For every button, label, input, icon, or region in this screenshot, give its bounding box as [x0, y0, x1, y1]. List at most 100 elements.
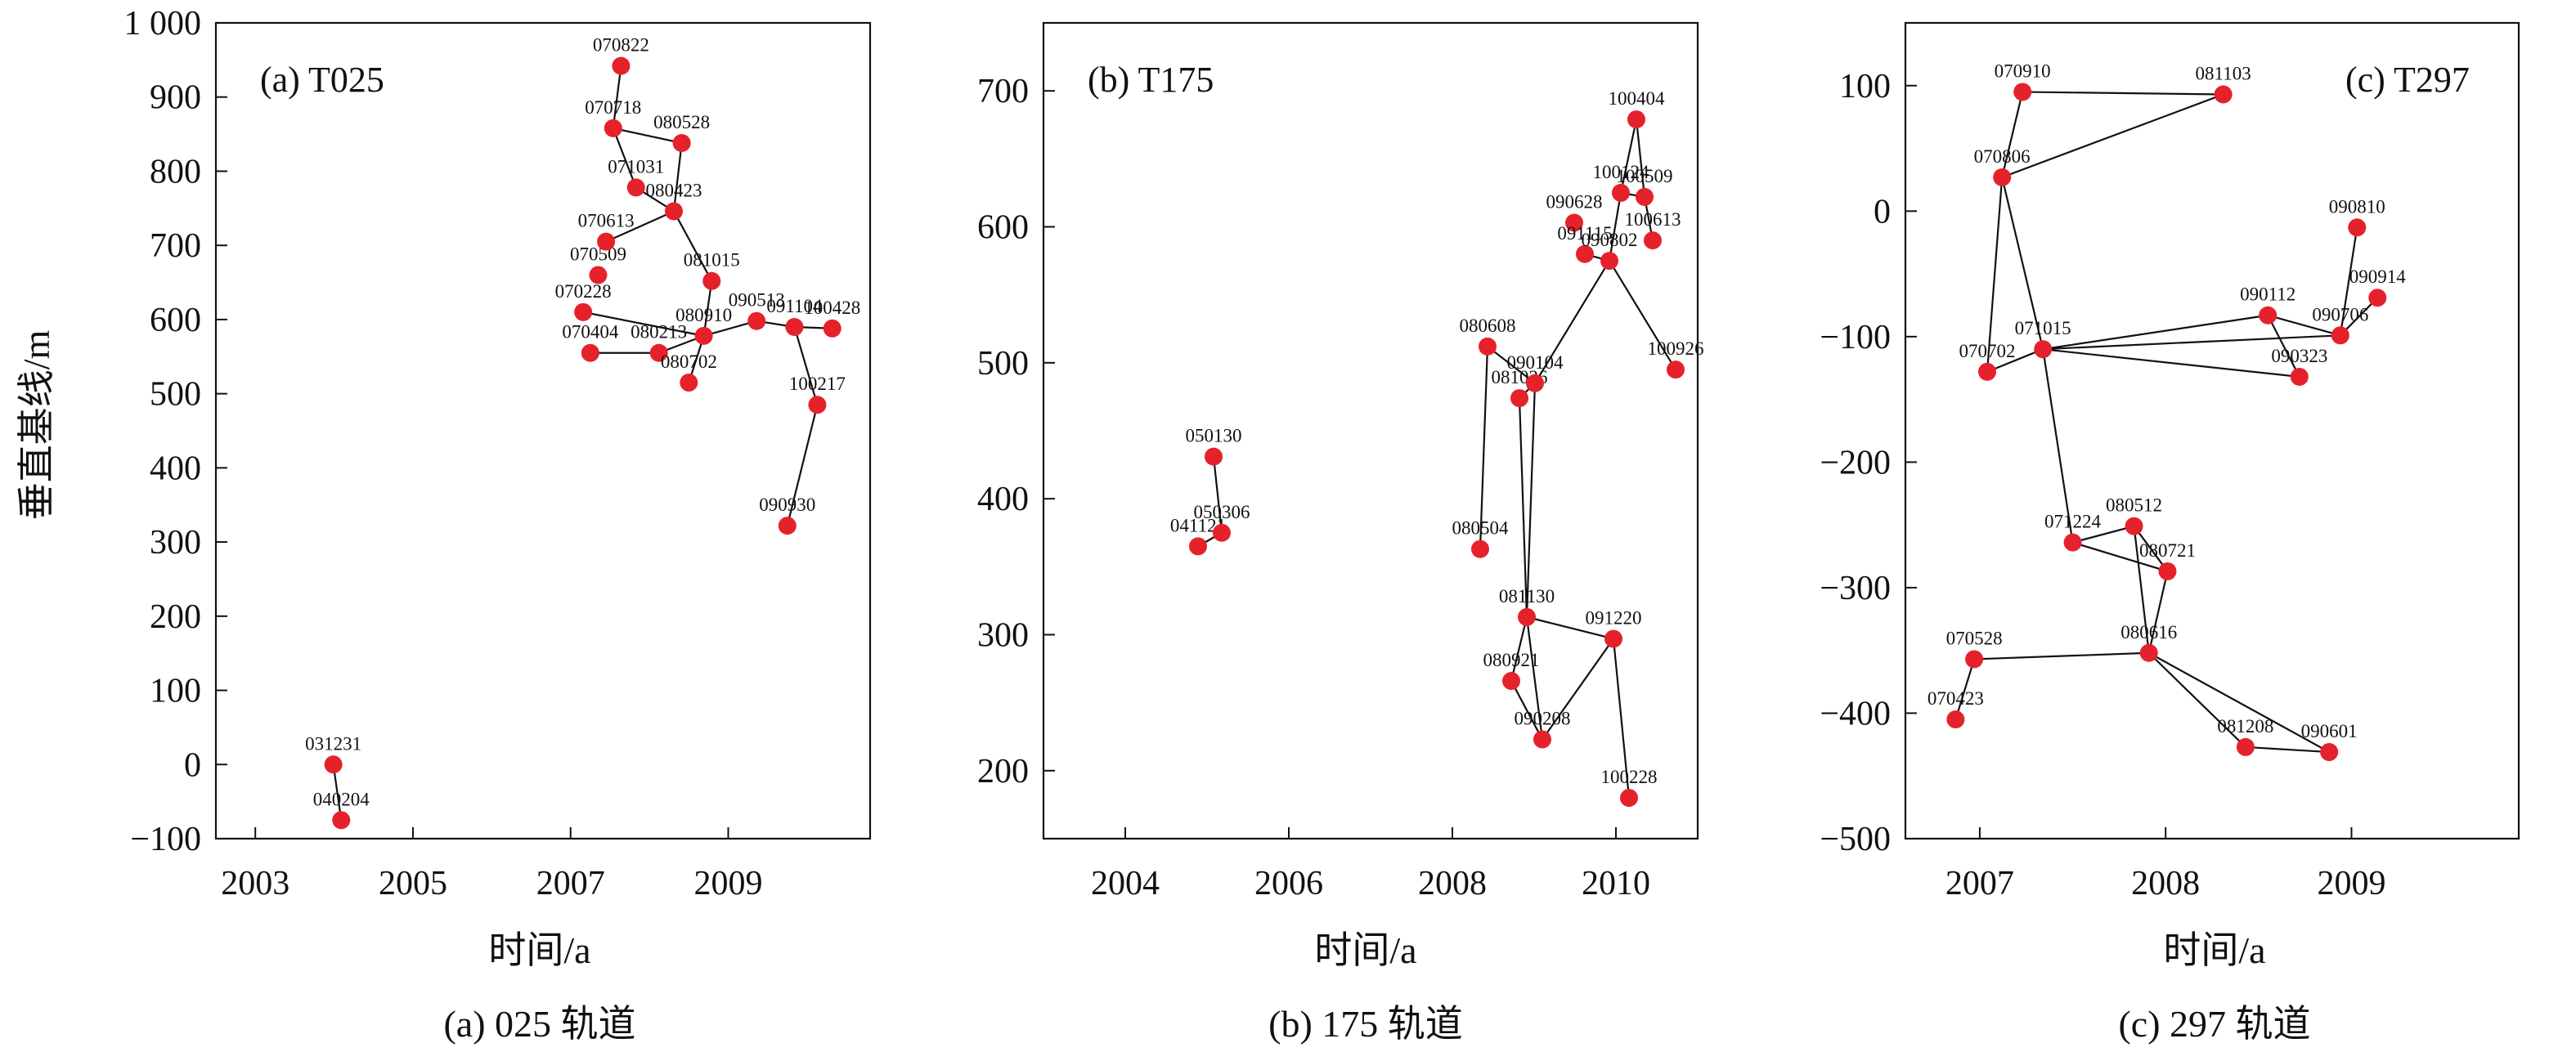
panel-b-point-100926	[1667, 360, 1685, 379]
panel-c-point-label: 090810	[2329, 196, 2385, 217]
panel-b-point-090628	[1565, 213, 1583, 232]
panel-b-edge	[1525, 616, 1544, 740]
panel-b-point-label: 090802	[1582, 230, 1638, 250]
panel-b-edge	[1609, 260, 1676, 370]
panel-b-point-label: 100509	[1617, 166, 1673, 186]
panel-a-point-label: 080423	[646, 180, 702, 200]
panel-c-point-090914	[2368, 289, 2387, 307]
panel-a-xlabel: 时间/a	[488, 929, 590, 971]
panel-b-point-label: 080504	[1452, 518, 1510, 539]
panel-c-edge	[2133, 526, 2169, 572]
panel-b-edge	[1612, 638, 1631, 799]
panel-a-frame	[214, 21, 872, 840]
panel-b-edge	[1479, 346, 1489, 549]
panel-a-point-080423	[665, 202, 683, 221]
panel-b-caption: (b) 175 轨道	[1268, 1003, 1463, 1045]
panel-a-point-label: 070509	[570, 244, 626, 264]
panel-b-edge	[1608, 192, 1622, 262]
panel-c-point-label: 080721	[2139, 540, 2196, 561]
panel-c-edge	[2072, 525, 2134, 544]
panel-a-edge	[793, 326, 819, 405]
panel-c-edge	[2072, 541, 2168, 573]
panel-a-point-label: 080702	[661, 351, 717, 372]
panel-b-edge	[1518, 398, 1528, 617]
panel-c-point-070806	[1993, 168, 2012, 186]
panel-a-point-031231	[324, 755, 343, 774]
panel-c-point-090810	[2348, 218, 2367, 237]
panel-c-edge	[1986, 348, 2044, 373]
panel-c-ytick-label: −300	[1820, 570, 1891, 607]
panel-b-point-090802	[1600, 252, 1618, 271]
panel-a-ytick-label: −100	[130, 821, 201, 858]
panel-a-title: (a) T025	[260, 60, 384, 100]
panel-a-point-091104	[785, 317, 804, 336]
panel-a-point-label: 080528	[653, 112, 710, 132]
panel-c-point-090112	[2259, 306, 2278, 325]
panel-b-point-label: 091220	[1586, 607, 1642, 628]
panel-c-edge	[2147, 651, 2246, 748]
panel-b-point-080921	[1502, 672, 1520, 691]
panel-c-edge	[1974, 651, 2149, 660]
panel-c-point-081208	[2236, 737, 2255, 756]
panel-a-point-070613	[597, 232, 616, 251]
panel-b-point-label: 100404	[1609, 88, 1666, 109]
panel-c-point-label: 071015	[2015, 318, 2071, 338]
panel-b-point-label: 050306	[1194, 502, 1250, 522]
panel-c-edge	[1954, 659, 1976, 720]
panel-c-point-label: 070702	[1959, 341, 2016, 361]
panel-a-edge	[702, 280, 713, 337]
panel-b-xlabel: 时间/a	[1314, 929, 1416, 971]
panel-c-point-label: 090323	[2271, 346, 2327, 366]
panel-b-point-label: 081130	[1499, 586, 1555, 607]
panel-b-edge	[1542, 638, 1614, 741]
panel-c-edge	[2042, 349, 2074, 543]
panel-c-edge	[2148, 651, 2330, 754]
panel-b-point-091220	[1604, 629, 1622, 648]
panel-c-point-label: 090914	[2349, 266, 2407, 287]
panel-a-ytick-label: 300	[150, 524, 201, 562]
panel-a-point-071031	[626, 178, 645, 197]
panel-b-point-100404	[1627, 110, 1645, 129]
panel-a-point-040204	[332, 811, 351, 830]
panel-b-point-label: 100613	[1625, 209, 1681, 230]
panel-c-edge	[2147, 571, 2169, 654]
panel-b-point-081026	[1510, 389, 1528, 408]
panel-b-xtick-label: 2004	[1091, 865, 1160, 902]
panel-b-point-100509	[1636, 187, 1654, 206]
panel-c-edge	[2043, 314, 2269, 351]
panel-c-point-090706	[2331, 326, 2349, 345]
panel-b-title: (b) T175	[1088, 60, 1214, 100]
panel-a-edge	[613, 127, 682, 145]
panel-a-point-070228	[574, 302, 593, 321]
panel-a-ytick-label: 700	[150, 227, 201, 265]
panel-b-point-081130	[1518, 607, 1536, 626]
panel-c-edge	[2267, 315, 2300, 378]
panel-c-edge	[2043, 348, 2300, 378]
panel-c-xtick-label: 2007	[1945, 865, 2014, 902]
panel-b-ytick-label: 600	[977, 209, 1029, 247]
panel-b-edge	[1212, 456, 1223, 533]
panel-a-point-090513	[747, 311, 766, 330]
panel-a-point-label: 080213	[631, 322, 687, 342]
panel-c-edge	[2022, 91, 2224, 96]
panel-c-ytick-label: −500	[1820, 821, 1891, 858]
panel-a-point-070404	[581, 343, 599, 362]
panel-c-point-080616	[2139, 643, 2158, 662]
panel-a-edge	[612, 65, 622, 128]
panel-b-point-050306	[1213, 523, 1231, 542]
panel-a-ytick-label: 900	[150, 79, 201, 117]
panel-c-point-081103	[2214, 85, 2233, 104]
panel-c-point-label: 070806	[1974, 146, 2031, 167]
panel-a-ytick-label: 1 000	[124, 5, 202, 43]
panel-a-xtick-label: 2009	[694, 865, 763, 902]
panel-b-edge	[1510, 616, 1528, 682]
panel-c-xtick-label: 2009	[2317, 865, 2385, 902]
panel-a-point-label: 090513	[729, 290, 785, 311]
panel-b-point-label: 090628	[1546, 192, 1603, 213]
panel-b-t175: (b) T175 时间/a (b) 175 轨道 200 300 400 500 600…	[977, 21, 1704, 1045]
panel-b-edge	[1619, 119, 1638, 194]
panel-a-xtick-label: 2005	[379, 865, 447, 902]
panel-a-point-080702	[680, 374, 698, 392]
panel-c-point-label: 070910	[1995, 60, 2051, 81]
